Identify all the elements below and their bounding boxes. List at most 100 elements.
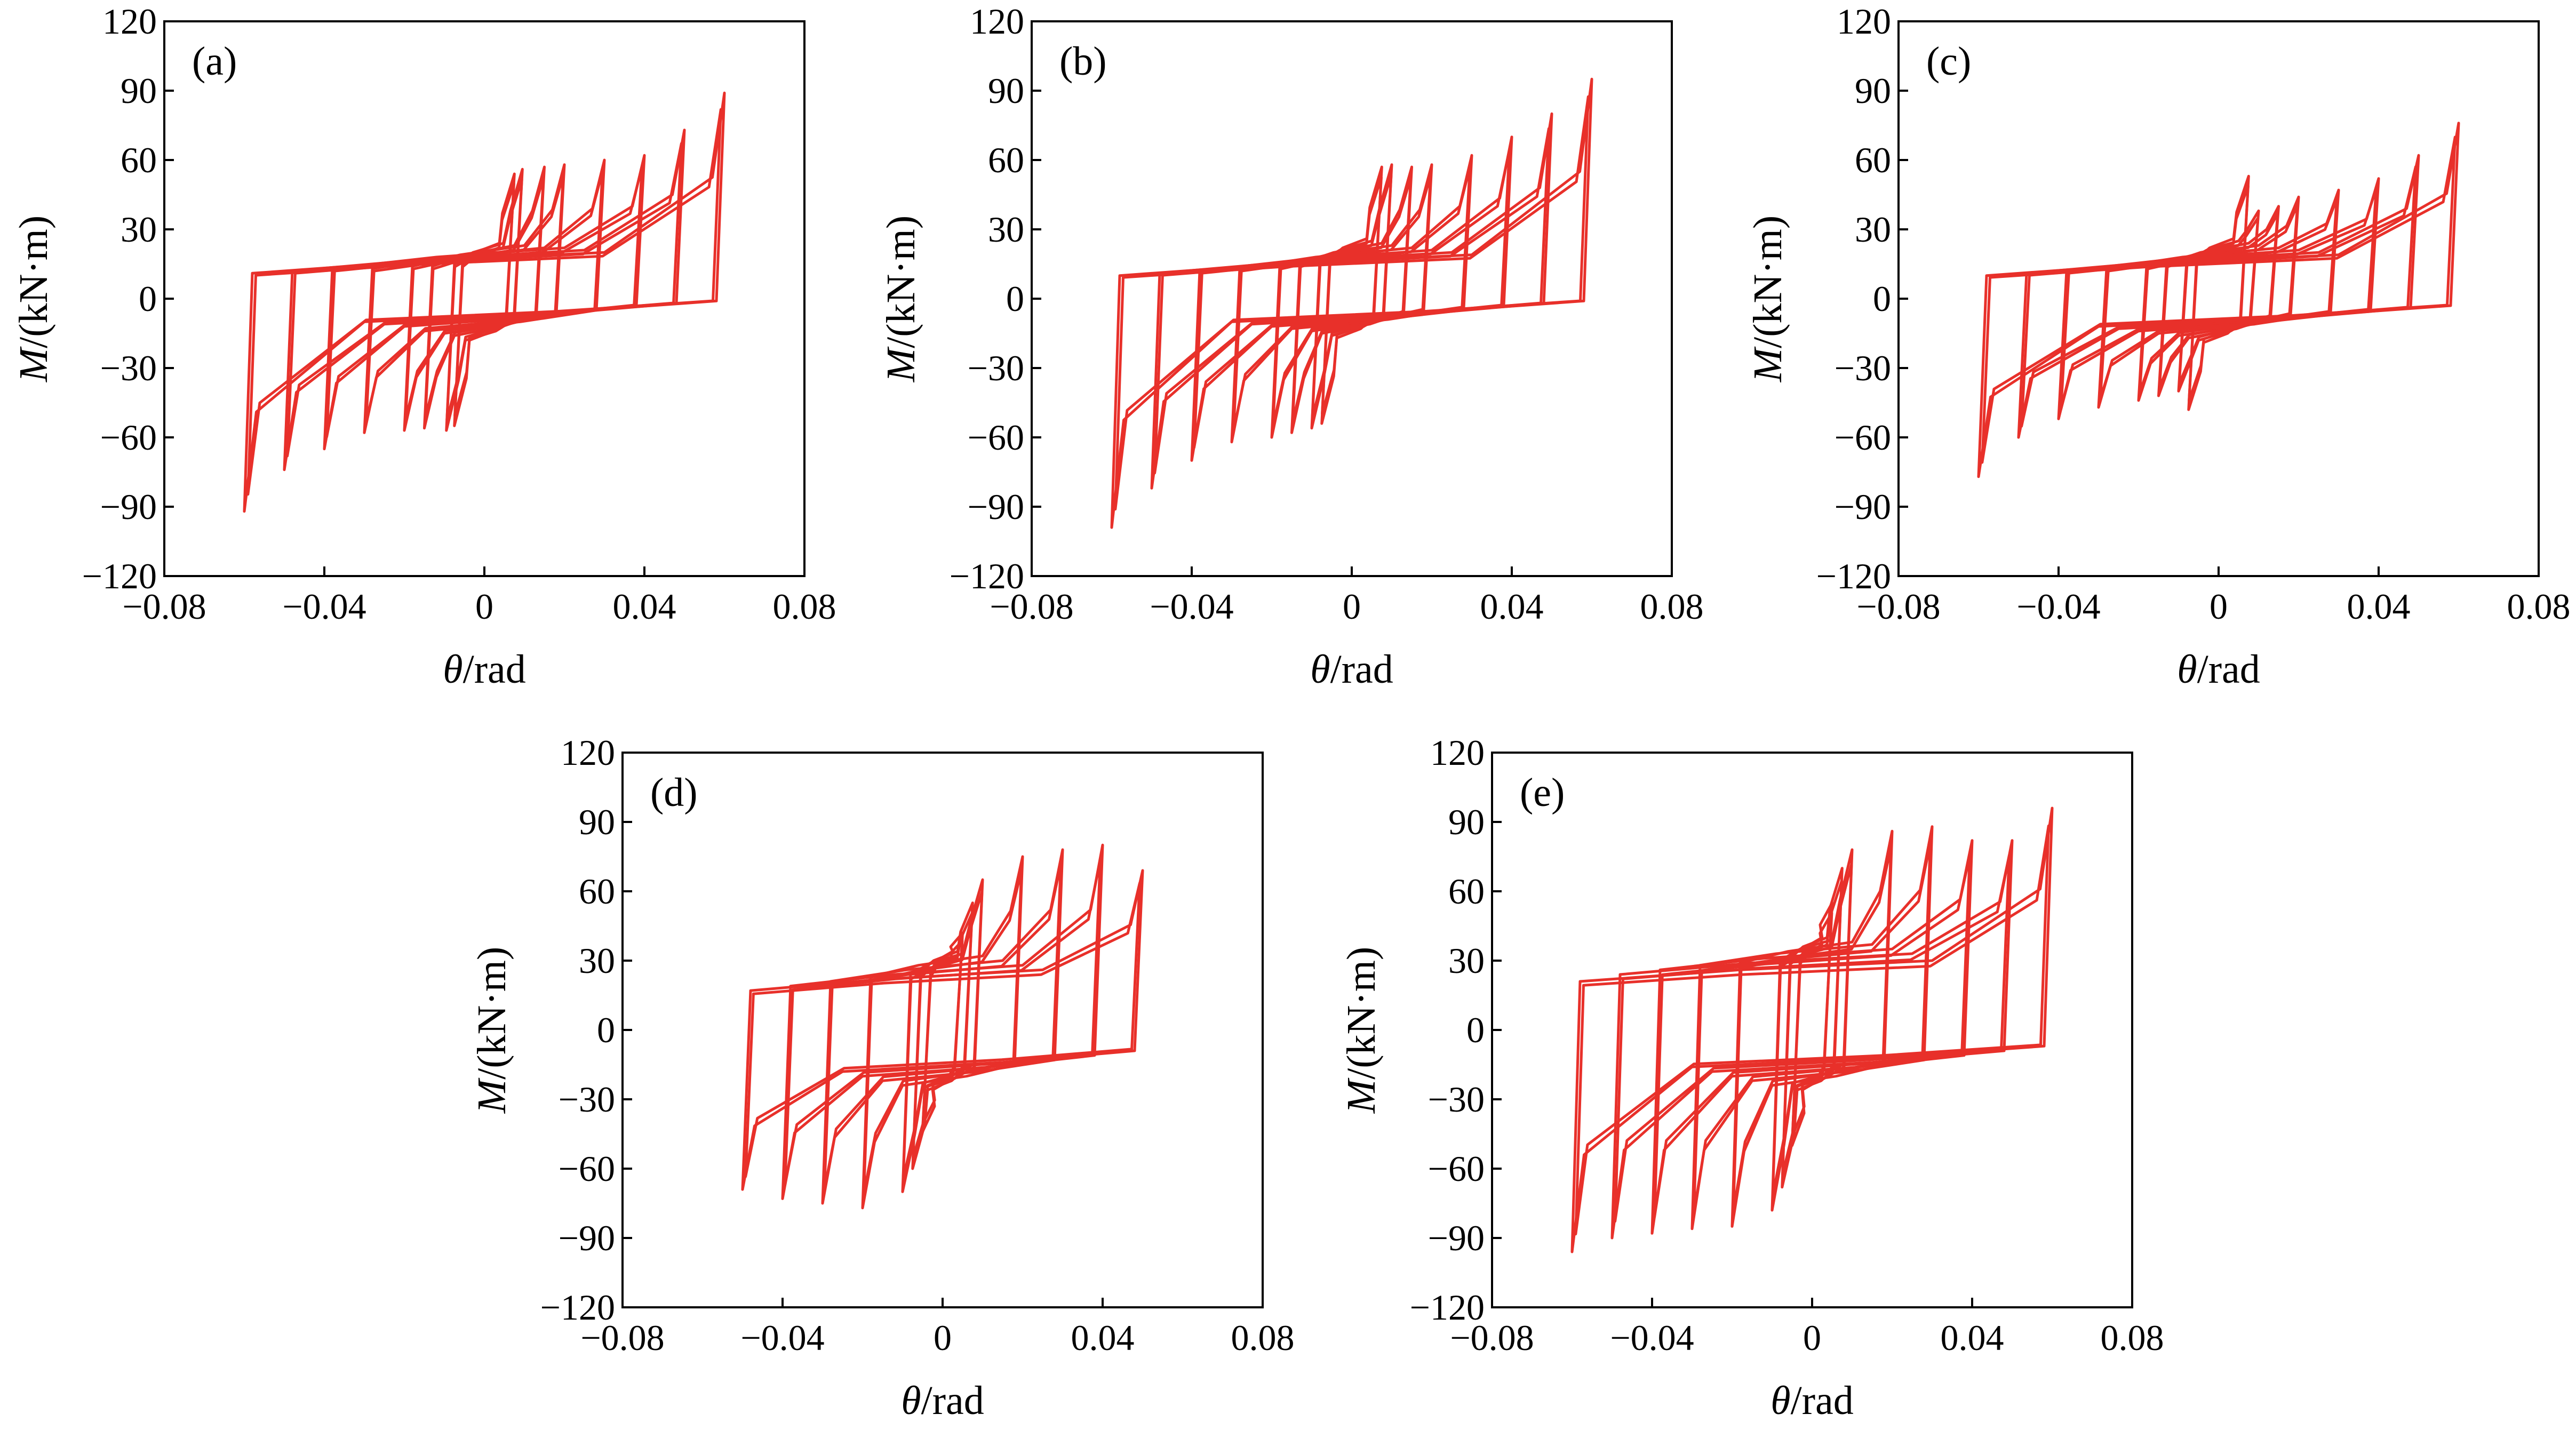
x-tick-label: 0.08 (1640, 586, 1704, 627)
x-tick-label: −0.08 (122, 586, 206, 627)
y-tick-label: 120 (1430, 732, 1485, 773)
hysteresis-loop (2137, 195, 2300, 402)
hysteresis-loop (741, 869, 1144, 1191)
hysteresis-loop (2017, 154, 2420, 439)
y-tick-label: 90 (1855, 70, 1891, 111)
x-tick-label: 0 (2210, 586, 2228, 627)
hysteresis-loop (1574, 824, 2050, 1236)
hysteresis-loop (901, 878, 984, 1193)
y-tick-label: 30 (1448, 940, 1485, 981)
plot-frame (1897, 20, 2540, 577)
chart-panel: −0.08 −0.04 0 0.04 0.08 −120 −90 −60 −30 0 30 60 90 1… (469, 732, 1295, 1423)
y-tick-label: 60 (121, 140, 157, 180)
hysteresis-loop (781, 843, 1104, 1200)
y-tick-label: 90 (988, 70, 1024, 111)
y-tick-label: −120 (540, 1287, 615, 1328)
hysteresis-loop (1977, 122, 2460, 478)
x-tick-label: −0.08 (1856, 586, 1940, 627)
y-tick-label: −90 (1428, 1218, 1485, 1258)
y-tick-label: −30 (100, 348, 157, 388)
chart-panel: −0.08 −0.04 0 0.04 0.08 −120 −90 −60 −30 0 30 60 90 1… (879, 1, 1704, 692)
hysteresis-loop (2097, 188, 2340, 409)
y-tick-label: −90 (100, 486, 157, 527)
y-tick-label: 60 (988, 140, 1024, 180)
y-tick-label: −120 (1410, 1287, 1485, 1328)
y-tick-label: 0 (597, 1010, 615, 1050)
y-tick-label: 0 (1873, 278, 1891, 319)
x-tick-label: −0.08 (580, 1317, 664, 1358)
hysteresis-loop (2099, 197, 2339, 400)
hysteresis-loop (445, 167, 524, 432)
y-tick-label: 60 (1855, 140, 1891, 180)
x-tick-label: 0.04 (2347, 586, 2411, 627)
y-tick-label: 120 (102, 1, 157, 42)
hysteresis-loop (423, 165, 546, 430)
y-tick-label: 90 (579, 802, 615, 842)
hysteresis-loop (1114, 95, 1590, 511)
y-tick-label: 120 (970, 1, 1024, 42)
hysteresis-loop (1230, 154, 1473, 444)
hysteresis-loop (1110, 77, 1593, 529)
hysteresis-loop (363, 158, 606, 434)
x-tick-label: 0 (1803, 1317, 1821, 1358)
y-tick-label: 0 (1006, 278, 1024, 319)
x-axis-label: θ/rad (443, 647, 526, 692)
y-tick-label: −60 (1428, 1148, 1485, 1189)
plot-frame (621, 752, 1264, 1308)
hysteresis-loop (862, 869, 1023, 1195)
x-tick-label: −0.04 (1150, 586, 1233, 627)
hysteresis-loop (246, 108, 722, 496)
hysteresis-loop (1232, 165, 1472, 432)
hysteresis-loop (1732, 845, 1893, 1212)
x-tick-label: 0.04 (1480, 586, 1544, 627)
hysteresis-loop (453, 182, 515, 417)
x-tick-label: 0 (934, 1317, 952, 1358)
y-tick-label: −60 (559, 1148, 615, 1189)
y-tick-label: −30 (1835, 348, 1891, 388)
x-tick-label: 0.08 (2507, 586, 2571, 627)
y-tick-label: 0 (1466, 1010, 1485, 1050)
y-tick-label: −30 (559, 1079, 615, 1120)
x-tick-label: 0 (475, 586, 493, 627)
x-tick-label: 0.04 (1071, 1317, 1135, 1358)
y-tick-label: 90 (121, 70, 157, 111)
y-tick-label: 120 (561, 732, 615, 773)
hysteresis-loop (1570, 806, 2054, 1253)
y-axis-label: M/(kN·m) (11, 215, 56, 382)
y-tick-label: 30 (988, 209, 1024, 250)
y-tick-label: 30 (121, 209, 157, 250)
hysteresis-loop (243, 91, 726, 513)
y-axis-label: M/(kN·m) (1745, 215, 1790, 382)
chart-panel: −0.08 −0.04 0 0.04 0.08 −120 −90 −60 −30 0 30 60 90 1… (11, 1, 836, 692)
y-tick-label: 120 (1837, 1, 1891, 42)
hysteresis-loop (1271, 174, 1432, 428)
hysteresis-loop (2020, 165, 2417, 428)
hysteresis-loop (1730, 829, 1894, 1228)
x-axis-label: θ/rad (901, 1378, 984, 1423)
x-tick-label: −0.04 (282, 586, 366, 627)
x-tick-label: 0.04 (1941, 1317, 2004, 1358)
y-tick-label: 30 (1855, 209, 1891, 250)
plot-frame (163, 20, 806, 577)
x-tick-label: −0.04 (2016, 586, 2100, 627)
hysteresis-loop (2177, 209, 2260, 393)
hysteresis-loop (861, 855, 1024, 1210)
hysteresis-loop (1290, 165, 1413, 434)
x-tick-label: 0.08 (1231, 1317, 1295, 1358)
panel-label: (e) (1520, 770, 1565, 815)
x-tick-label: −0.04 (1610, 1317, 1694, 1358)
hysteresis-loop (283, 129, 686, 472)
y-tick-label: 30 (579, 940, 615, 981)
y-tick-label: −120 (950, 556, 1024, 596)
y-tick-label: −30 (968, 348, 1024, 388)
y-tick-label: −60 (968, 417, 1024, 458)
hysteresis-loop (1692, 841, 1932, 1215)
hysteresis-loop (1770, 848, 1854, 1212)
y-axis-label: M/(kN·m) (1339, 947, 1384, 1114)
panel-label: (a) (192, 39, 237, 84)
y-tick-label: −90 (968, 486, 1024, 527)
hysteresis-loop (364, 170, 604, 424)
y-tick-label: −60 (100, 417, 157, 458)
panel-label: (b) (1059, 39, 1107, 84)
